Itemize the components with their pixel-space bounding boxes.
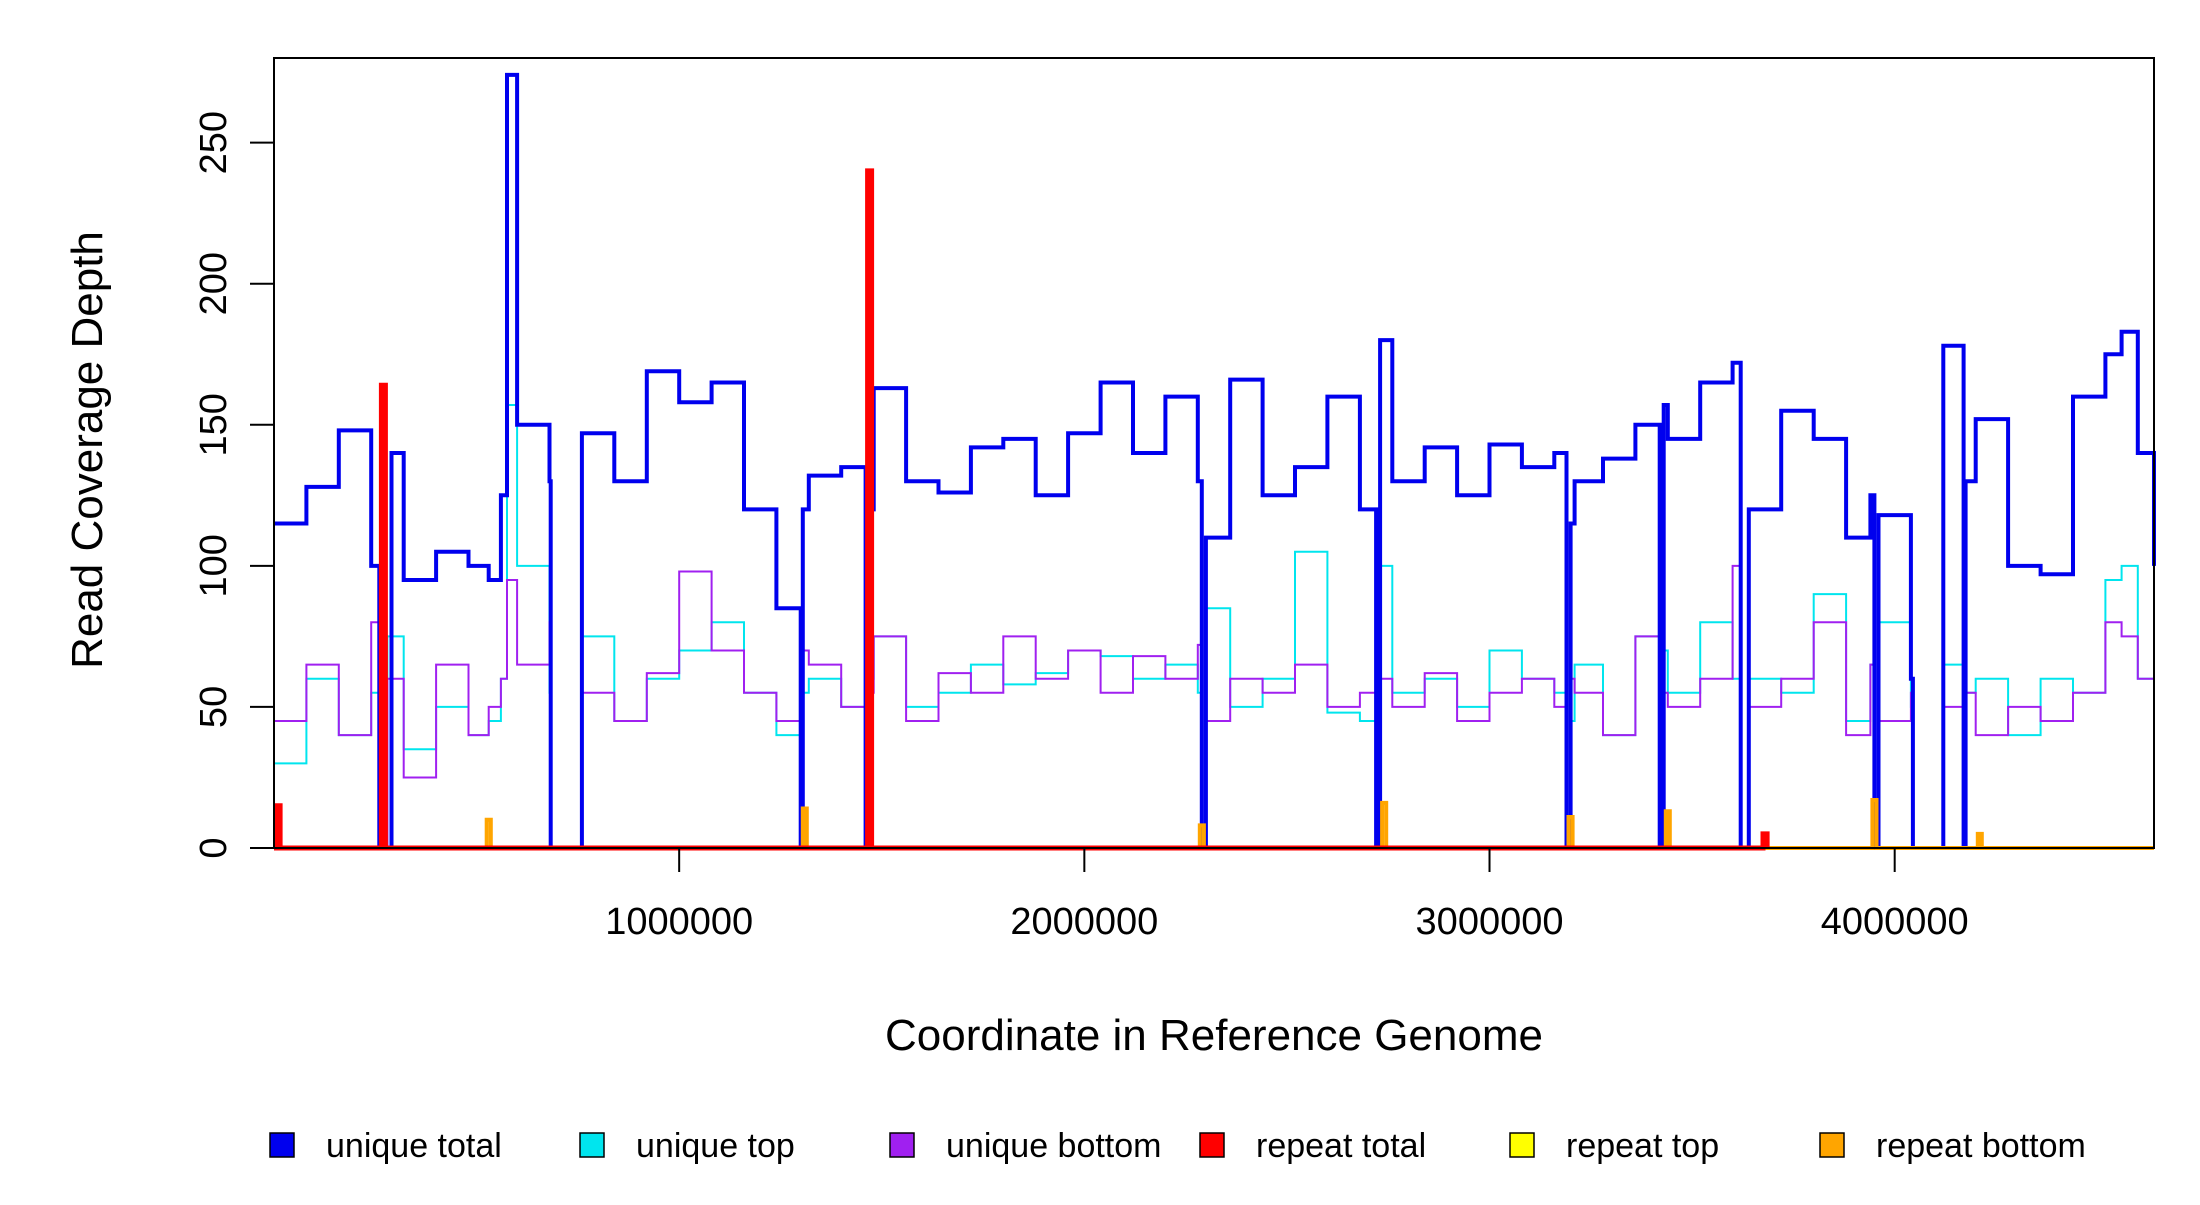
y-tick-label: 250: [193, 111, 235, 174]
y-tick-label: 200: [193, 252, 235, 315]
axes-layer: 0 50 100 150 200 250 1000000 2000000 3000000 4000…: [193, 57, 2155, 943]
plot-frame: [273, 57, 2155, 849]
legend-item: unique bottom: [889, 1127, 1162, 1165]
legend-item: unique total: [269, 1127, 502, 1165]
series-line-repeat-total: [273, 168, 1770, 851]
legend-swatch: [1509, 1132, 1535, 1158]
legend-swatch: [579, 1132, 605, 1158]
legend-label: unique top: [636, 1127, 795, 1165]
legend-item: repeat total: [1199, 1127, 1426, 1165]
legend-label: unique total: [326, 1127, 502, 1165]
legend-swatch: [1199, 1132, 1225, 1158]
series-line-repeat-bottom: [274, 798, 2154, 850]
x-tick-label: 3000000: [1416, 901, 1564, 943]
legend-swatch: [269, 1132, 295, 1158]
legend-item: unique top: [579, 1127, 795, 1165]
legend-item: repeat top: [1509, 1127, 1719, 1165]
y-tick-label: 100: [193, 534, 235, 597]
legend-swatch: [1819, 1132, 1845, 1158]
x-tick-label: 4000000: [1821, 901, 1969, 943]
legend-label: repeat top: [1566, 1127, 1719, 1165]
legend-label: repeat total: [1256, 1127, 1426, 1165]
legend-item: repeat bottom: [1819, 1127, 2086, 1165]
x-tick-label: 2000000: [1010, 901, 1158, 943]
y-tick-label: 0: [193, 837, 235, 858]
series-layer: [273, 72, 2156, 851]
x-tick-label: 1000000: [605, 901, 753, 943]
legend-label: repeat bottom: [1876, 1127, 2086, 1165]
legend-label: unique bottom: [946, 1127, 1162, 1165]
y-tick-label: 150: [193, 393, 235, 456]
series-line-unique-total: [274, 72, 2156, 850]
x-axis-title: Coordinate in Reference Genome: [885, 1011, 1543, 1060]
legend-swatch: [889, 1132, 915, 1158]
series-line-unique-top: [274, 404, 2155, 849]
legend: unique total unique top unique bottom repea…: [269, 1127, 2086, 1165]
y-axis-title: Read Coverage Depth: [63, 231, 112, 669]
y-tick-label: 50: [193, 686, 235, 728]
